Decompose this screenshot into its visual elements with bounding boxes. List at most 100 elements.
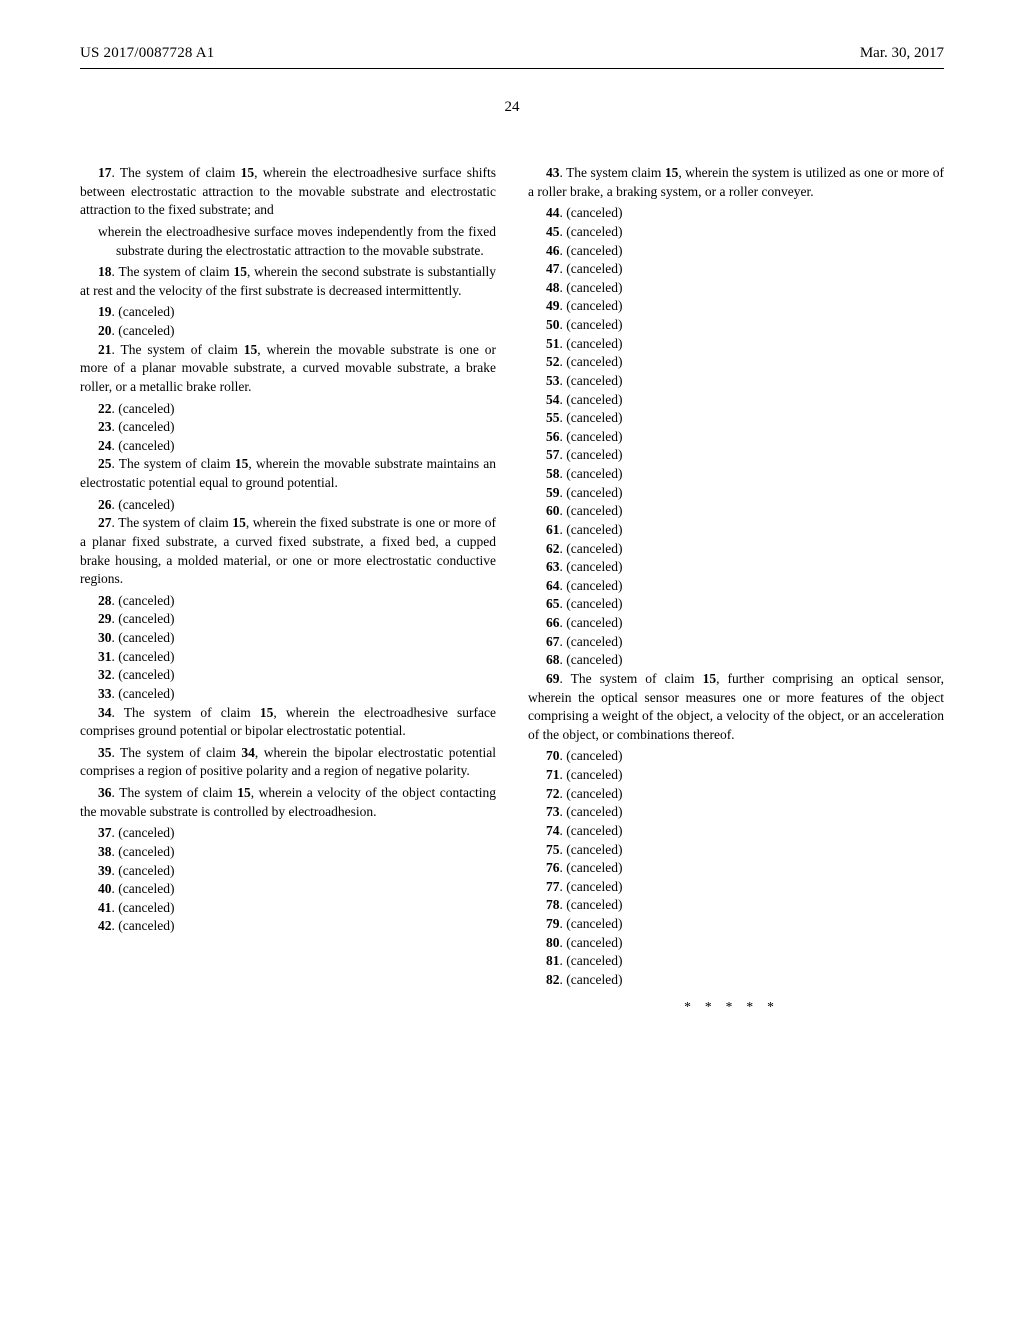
canceled-claim: 75. (canceled) <box>528 841 944 860</box>
canceled-text: . (canceled) <box>112 401 175 416</box>
claim-number: 28 <box>98 593 112 608</box>
claim-text: . The system claim <box>560 165 665 180</box>
claim-number: 44 <box>546 205 560 220</box>
claim-number: 66 <box>546 615 560 630</box>
publication-date: Mar. 30, 2017 <box>860 45 944 62</box>
canceled-claim: 42. (canceled) <box>80 917 496 936</box>
claim-number: 71 <box>546 767 560 782</box>
claim-text: . The system of claim <box>112 456 235 471</box>
canceled-text: . (canceled) <box>560 842 623 857</box>
patent-number: US 2017/0087728 A1 <box>80 45 214 62</box>
canceled-claim: 40. (canceled) <box>80 880 496 899</box>
canceled-claim: 70. (canceled) <box>528 747 944 766</box>
canceled-claim: 74. (canceled) <box>528 822 944 841</box>
canceled-text: . (canceled) <box>560 935 623 950</box>
canceled-claim: 58. (canceled) <box>528 465 944 484</box>
canceled-text: . (canceled) <box>112 667 175 682</box>
claim-number: 69 <box>546 671 560 686</box>
claim-ref: 15 <box>232 515 246 530</box>
claim-number: 53 <box>546 373 560 388</box>
claim-number: 23 <box>98 419 112 434</box>
claim-number: 81 <box>546 953 560 968</box>
claim-number: 62 <box>546 541 560 556</box>
canceled-claim: 48. (canceled) <box>528 279 944 298</box>
claim-number: 25 <box>98 456 112 471</box>
claim-number: 60 <box>546 503 560 518</box>
claim-number: 76 <box>546 860 560 875</box>
claim-number: 43 <box>546 165 560 180</box>
claim-ref: 15 <box>241 165 255 180</box>
claim-number: 51 <box>546 336 560 351</box>
claim-number: 50 <box>546 317 560 332</box>
canceled-claim: 32. (canceled) <box>80 666 496 685</box>
canceled-claim: 76. (canceled) <box>528 859 944 878</box>
claim-number: 65 <box>546 596 560 611</box>
canceled-claim: 61. (canceled) <box>528 521 944 540</box>
canceled-text: . (canceled) <box>560 224 623 239</box>
canceled-text: . (canceled) <box>560 916 623 931</box>
claim-18: 18. The system of claim 15, wherein the … <box>80 263 496 300</box>
canceled-text: . (canceled) <box>560 615 623 630</box>
claim-text: . The system of claim <box>112 705 260 720</box>
canceled-text: . (canceled) <box>560 953 623 968</box>
canceled-text: . (canceled) <box>560 860 623 875</box>
canceled-text: . (canceled) <box>560 410 623 425</box>
canceled-text: . (canceled) <box>560 336 623 351</box>
claim-number: 17 <box>98 165 112 180</box>
canceled-claim: 62. (canceled) <box>528 540 944 559</box>
canceled-text: . (canceled) <box>560 541 623 556</box>
canceled-claim: 26. (canceled) <box>80 496 496 515</box>
claim-number: 80 <box>546 935 560 950</box>
canceled-text: . (canceled) <box>112 863 175 878</box>
canceled-text: . (canceled) <box>112 844 175 859</box>
canceled-text: . (canceled) <box>112 918 175 933</box>
canceled-text: . (canceled) <box>112 881 175 896</box>
claim-number: 57 <box>546 447 560 462</box>
canceled-claim: 24. (canceled) <box>80 437 496 456</box>
canceled-claim: 64. (canceled) <box>528 577 944 596</box>
canceled-claim: 46. (canceled) <box>528 242 944 261</box>
canceled-text: . (canceled) <box>560 804 623 819</box>
claim-ref: 15 <box>233 264 247 279</box>
canceled-claim: 20. (canceled) <box>80 322 496 341</box>
canceled-claim: 31. (canceled) <box>80 648 496 667</box>
claim-number: 26 <box>98 497 112 512</box>
page-header: US 2017/0087728 A1 Mar. 30, 2017 <box>80 45 944 69</box>
claim-number: 70 <box>546 748 560 763</box>
canceled-text: . (canceled) <box>560 373 623 388</box>
canceled-claim: 38. (canceled) <box>80 843 496 862</box>
canceled-claim: 47. (canceled) <box>528 260 944 279</box>
claim-number: 42 <box>98 918 112 933</box>
canceled-text: . (canceled) <box>560 897 623 912</box>
claim-36: 36. The system of claim 15, wherein a ve… <box>80 784 496 821</box>
claim-number: 78 <box>546 897 560 912</box>
canceled-text: . (canceled) <box>560 748 623 763</box>
canceled-claim: 80. (canceled) <box>528 934 944 953</box>
canceled-claim: 45. (canceled) <box>528 223 944 242</box>
claim-number: 59 <box>546 485 560 500</box>
claim-number: 34 <box>98 705 112 720</box>
canceled-claim: 68. (canceled) <box>528 651 944 670</box>
canceled-claim: 71. (canceled) <box>528 766 944 785</box>
claim-number: 38 <box>98 844 112 859</box>
claim-17-sub: wherein the electroadhesive surface move… <box>80 223 496 260</box>
claim-text: . The system of claim <box>112 745 242 760</box>
claim-number: 24 <box>98 438 112 453</box>
claim-number: 37 <box>98 825 112 840</box>
canceled-claim: 81. (canceled) <box>528 952 944 971</box>
canceled-claim: 65. (canceled) <box>528 595 944 614</box>
claim-number: 49 <box>546 298 560 313</box>
claim-21: 21. The system of claim 15, wherein the … <box>80 341 496 397</box>
canceled-claim: 67. (canceled) <box>528 633 944 652</box>
canceled-claim: 39. (canceled) <box>80 862 496 881</box>
canceled-claim: 30. (canceled) <box>80 629 496 648</box>
canceled-claim: 54. (canceled) <box>528 391 944 410</box>
claim-ref: 15 <box>260 705 274 720</box>
canceled-claim: 56. (canceled) <box>528 428 944 447</box>
claim-text: . The system of claim <box>112 165 241 180</box>
claim-number: 64 <box>546 578 560 593</box>
left-column: 17. The system of claim 15, wherein the … <box>80 164 496 1016</box>
canceled-text: . (canceled) <box>560 767 623 782</box>
canceled-text: . (canceled) <box>112 630 175 645</box>
canceled-claim: 29. (canceled) <box>80 610 496 629</box>
